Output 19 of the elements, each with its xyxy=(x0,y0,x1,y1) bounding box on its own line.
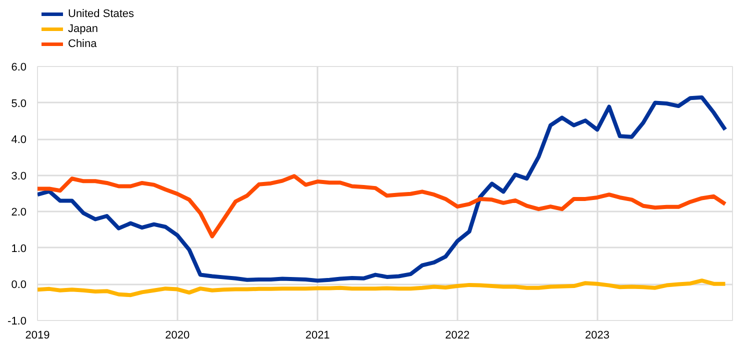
line-series xyxy=(38,174,728,238)
x-tick-label: 2022 xyxy=(445,330,470,342)
y-tick-label: 0.0 xyxy=(11,279,27,292)
x-tick-label: 2019 xyxy=(25,330,50,342)
y-tick-label: 2.0 xyxy=(11,206,27,219)
y-tick-label: 6.0 xyxy=(11,62,27,74)
x-tick-label: 2021 xyxy=(305,330,330,342)
x-tick-label: 2023 xyxy=(585,330,610,342)
legend-label: Japan xyxy=(68,23,98,35)
y-tick-label: 1.0 xyxy=(11,242,27,255)
line-series xyxy=(38,278,728,298)
legend-label: United States xyxy=(68,8,134,20)
y-tick-label: 3.0 xyxy=(11,170,27,182)
y-tick-label: -1.0 xyxy=(8,316,27,328)
x-tick-label: 2020 xyxy=(165,330,190,342)
legend-label: China xyxy=(68,38,97,50)
y-tick-label: 4.0 xyxy=(11,134,27,146)
line-series xyxy=(38,95,728,283)
y-tick-label: 5.0 xyxy=(11,98,27,110)
